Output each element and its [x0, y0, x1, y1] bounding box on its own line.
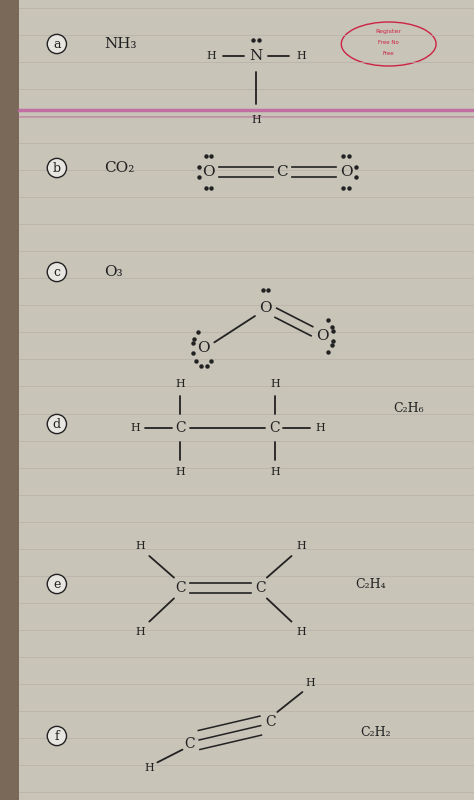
Text: Register: Register [376, 30, 401, 34]
Text: Free: Free [383, 51, 394, 56]
Text: C: C [276, 165, 288, 179]
Text: O: O [316, 329, 328, 343]
Text: H: H [130, 423, 140, 433]
Text: C: C [265, 714, 275, 729]
Text: H: H [175, 379, 185, 389]
Text: a: a [53, 38, 61, 50]
Text: CO₂: CO₂ [104, 161, 135, 175]
Text: C₂H₄: C₂H₄ [356, 578, 386, 590]
Text: C: C [175, 581, 185, 595]
Text: H: H [135, 627, 145, 637]
Text: O: O [202, 165, 215, 179]
Text: O: O [198, 341, 210, 355]
Text: H: H [296, 627, 306, 637]
Text: Free No: Free No [378, 40, 399, 45]
Text: O: O [259, 301, 272, 315]
Text: H: H [270, 379, 280, 389]
Text: NH₃: NH₃ [104, 37, 137, 51]
Text: H: H [206, 51, 216, 61]
Text: O: O [340, 165, 352, 179]
Text: H: H [315, 423, 325, 433]
Text: f: f [55, 730, 59, 742]
Text: H: H [135, 542, 145, 551]
Text: C: C [270, 421, 280, 435]
Text: H: H [296, 51, 306, 61]
Text: C: C [184, 737, 195, 751]
Text: H: H [175, 467, 185, 477]
Text: H: H [270, 467, 280, 477]
Text: C: C [255, 581, 266, 595]
Text: H: H [296, 542, 306, 551]
Text: O₃: O₃ [104, 265, 123, 279]
Bar [0, 0, 19, 800]
Text: C₂H₆: C₂H₆ [393, 402, 424, 414]
Text: b: b [53, 162, 61, 174]
Text: c: c [54, 266, 60, 278]
Text: N: N [249, 49, 263, 63]
Text: H: H [306, 678, 315, 688]
Text: H: H [251, 115, 261, 125]
Text: C: C [175, 421, 185, 435]
Text: e: e [53, 578, 61, 590]
Text: H: H [145, 763, 154, 773]
Text: d: d [53, 418, 61, 430]
Text: C₂H₂: C₂H₂ [360, 726, 391, 738]
